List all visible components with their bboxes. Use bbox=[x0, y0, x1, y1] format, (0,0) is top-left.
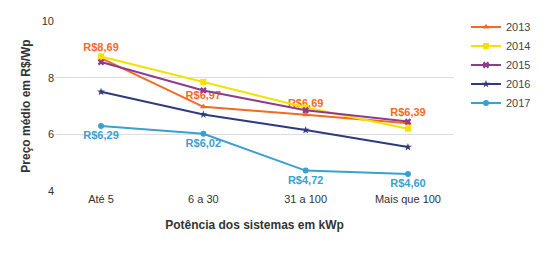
svg-text:8: 8 bbox=[48, 72, 54, 84]
svg-text:Preço médio em R$/Wp: Preço médio em R$/Wp bbox=[19, 39, 33, 172]
svg-text:2015: 2015 bbox=[506, 59, 530, 71]
svg-text:Mais que 100: Mais que 100 bbox=[375, 193, 441, 205]
svg-text:6: 6 bbox=[48, 128, 54, 140]
svg-text:R$6,02: R$6,02 bbox=[186, 137, 221, 149]
svg-text:2013: 2013 bbox=[506, 21, 530, 33]
svg-text:31 a 100: 31 a 100 bbox=[284, 193, 327, 205]
svg-text:10: 10 bbox=[42, 15, 54, 27]
svg-text:4: 4 bbox=[48, 185, 54, 197]
svg-text:R$6,39: R$6,39 bbox=[390, 106, 425, 118]
svg-text:2014: 2014 bbox=[506, 40, 530, 52]
svg-text:R$8,69: R$8,69 bbox=[83, 41, 118, 53]
svg-text:R$6,29: R$6,29 bbox=[83, 129, 118, 141]
svg-text:Até 5: Até 5 bbox=[88, 193, 114, 205]
svg-text:R$6,97: R$6,97 bbox=[186, 89, 221, 101]
svg-text:R$4,60: R$4,60 bbox=[390, 177, 425, 189]
svg-text:2016: 2016 bbox=[506, 78, 530, 90]
svg-text:6 a 30: 6 a 30 bbox=[188, 193, 219, 205]
svg-text:Potência dos sistemas em kWp: Potência dos sistemas em kWp bbox=[165, 218, 344, 232]
svg-text:2017: 2017 bbox=[506, 97, 530, 109]
svg-text:R$6,69: R$6,69 bbox=[288, 97, 323, 109]
svg-text:R$4,72: R$4,72 bbox=[288, 174, 323, 186]
